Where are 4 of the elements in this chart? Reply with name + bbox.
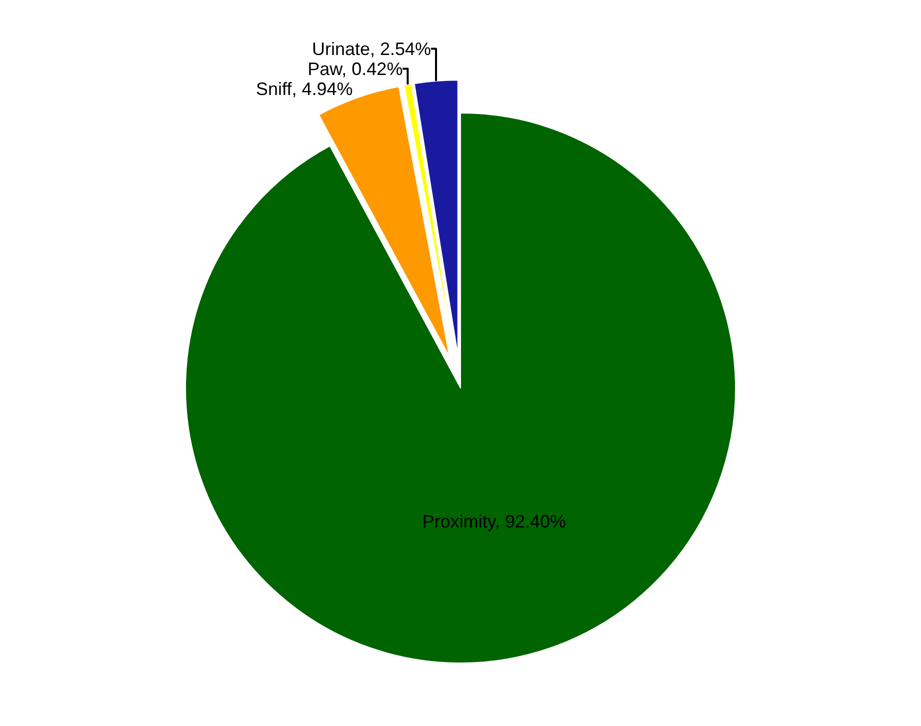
slice-label: Proximity, 92.40% xyxy=(422,511,566,532)
slice-label: Urinate, 2.54% xyxy=(312,38,432,59)
slice-label: Sniff, 4.94% xyxy=(256,78,353,99)
slice-label: Paw, 0.42% xyxy=(308,58,403,79)
